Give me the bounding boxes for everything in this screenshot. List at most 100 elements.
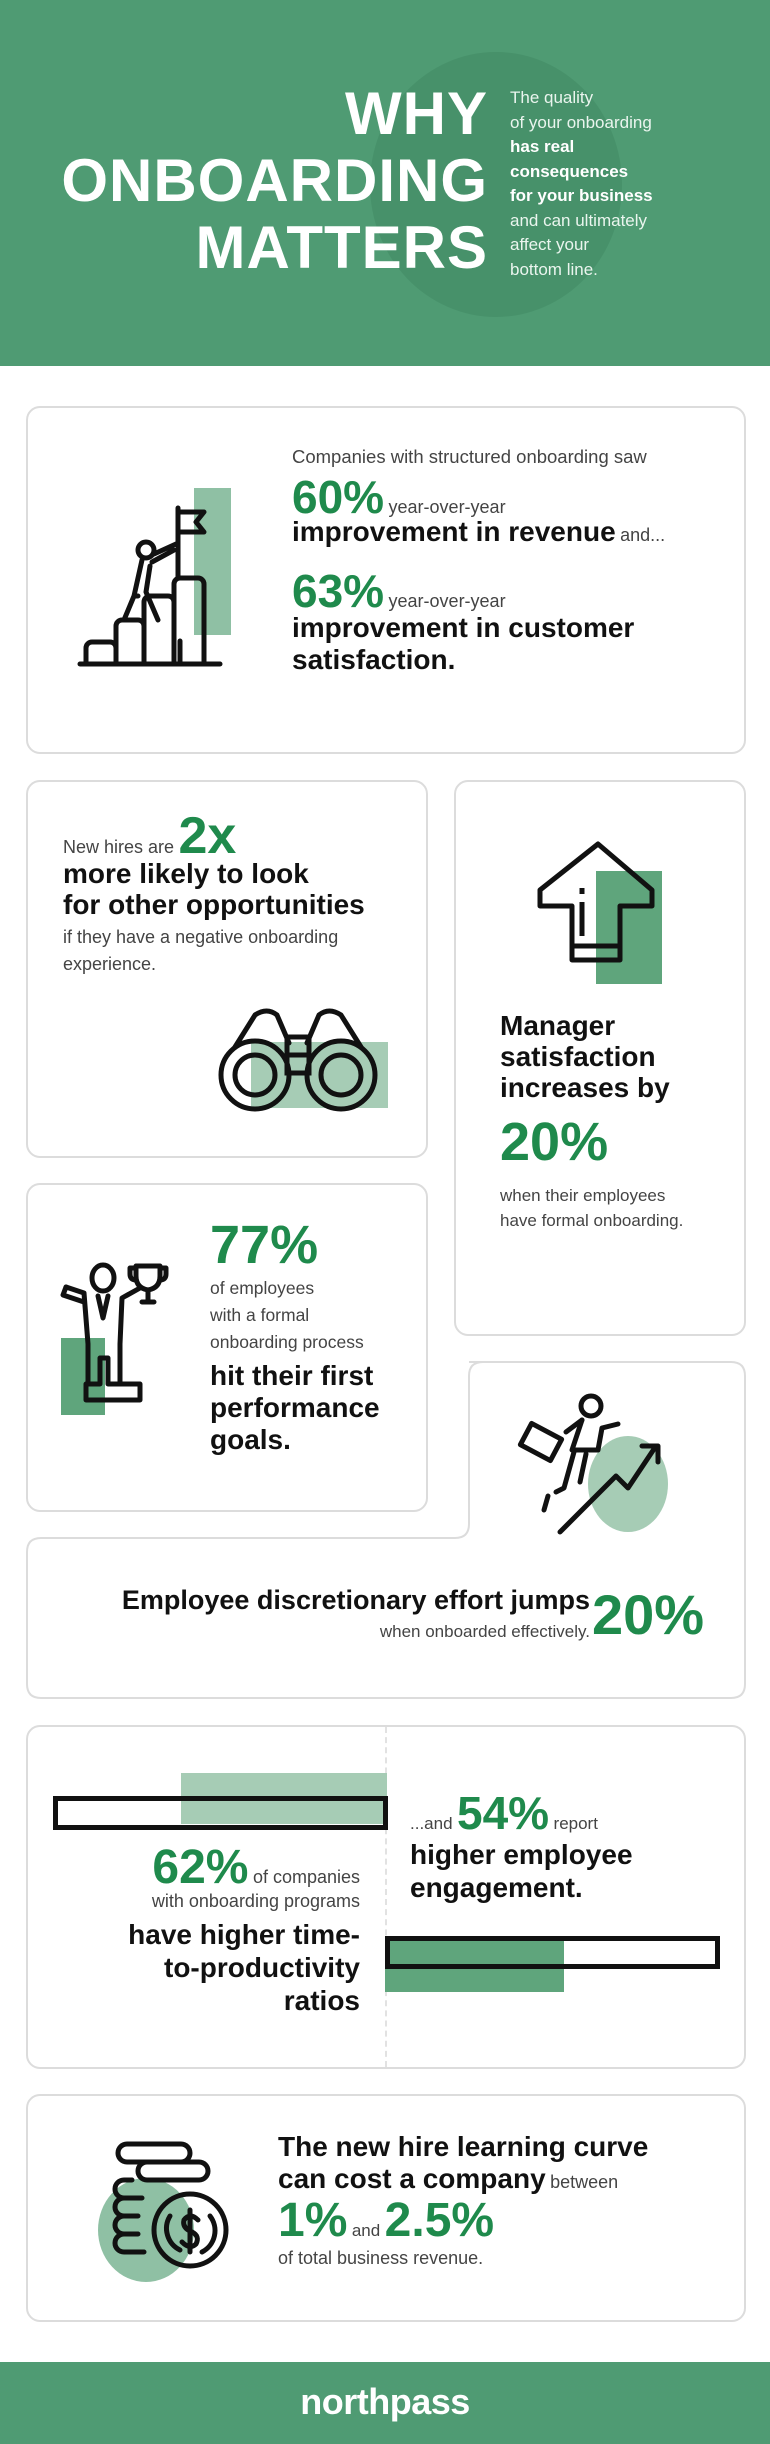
goals-bold-line-2: performance [210,1392,380,1423]
page-title: WHY ONBOARDING MATTERS [61,80,488,281]
effort-detail: when onboarded effectively. [379,1622,590,1641]
satisfaction-stat-suffix: year-over-year [388,591,506,611]
productivity-suffix: of companies [252,1867,360,1887]
satisfaction-stat-line: 63% year-over-year [292,564,732,618]
engagement-bar-outline [385,1936,720,1969]
engagement-value: 54% [457,1787,550,1839]
goals-bold: hit their first performance goals. [210,1360,420,1456]
satisfaction-desc-line-1: improvement in customer [292,612,635,643]
goals-detail: of employees with a formal onboarding pr… [210,1275,420,1356]
manager-detail-line-2: have formal onboarding. [500,1211,684,1230]
intro-line: affect your [510,235,590,254]
new-hires-lead: New hires are [63,837,175,857]
revenue-lead: Companies with structured onboarding saw [292,446,647,467]
revenue-desc: improvement in revenue [292,516,616,547]
intro-line: The quality [510,88,594,107]
new-hires-bold-line-2: for other opportunities [63,889,365,920]
coins-dollar-icon [94,2140,244,2285]
revenue-desc-line: improvement in revenue and... [292,516,732,548]
engagement-bold: higher employee engagement. [410,1838,730,1904]
manager-detail-line-1: when their employees [500,1186,666,1205]
revenue-desc-tail: and... [620,525,666,545]
header-banner: WHY ONBOARDING MATTERS The quality of yo… [0,0,770,366]
cost-and: and [351,2221,381,2240]
cost-bold-line-1: The new hire learning curve [278,2131,649,2162]
engagement-suffix: report [553,1814,598,1833]
cost-text: The new hire learning curve can cost a c… [278,2130,738,2269]
intro-bold: has real [510,137,575,156]
intro-line: and can ultimately [510,210,648,230]
new-hires-bold: more likely to look for other opportunit… [63,858,423,920]
engagement-text: ...and 54% report higher employee engage… [410,1786,730,1904]
engagement-stat-line: ...and 54% report [410,1786,730,1840]
effort-value: 20% [592,1583,705,1646]
productivity-value: 62% [152,1841,249,1894]
goals-bold-line-3: goals. [210,1424,291,1455]
goals-detail-line-1: of employees [210,1278,315,1298]
header-circle-decoration [370,52,622,317]
manager-bold: Manager satisfaction increases by [500,1010,740,1103]
revenue-text: Companies with structured onboarding saw… [292,446,732,676]
engagement-prefix: ...and [410,1814,453,1833]
footer-banner: northpass [0,2362,770,2444]
productivity-stat-line: 62% of companies [60,1840,360,1895]
intro-bold: for your business [510,186,653,205]
engagement-bold-line-1: higher employee [410,1839,633,1870]
manager-bold-line-2: satisfaction [500,1041,656,1072]
new-hires-value: 2x [178,807,237,865]
card-divider [385,1727,387,2067]
productivity-detail: with onboarding programs [151,1891,360,1911]
goals-bold-line-1: hit their first [210,1360,374,1391]
effort-bold: Employee discretionary effort jumps [121,1585,590,1615]
revenue-stat-suffix: year-over-year [388,497,506,517]
manager-bold-line-3: increases by [500,1072,670,1103]
climber-flag-icon [74,486,244,671]
cost-detail: of total business revenue. [278,2248,484,2268]
cost-range: 1% and 2.5% [278,2193,738,2248]
intro-bold: consequences [510,161,629,181]
title-line-1: WHY [345,80,488,147]
goals-detail-line-3: onboarding process [210,1332,364,1352]
trophy-winner-icon [60,1260,175,1425]
productivity-text: 62% of companies with onboarding program… [60,1840,360,2017]
new-hires-detail-line-2: experience. [63,954,157,974]
revenue-stat-line: 60% year-over-year [292,470,732,524]
intro-line: of your onboarding [510,112,652,132]
productivity-bold-line-1: have higher time- [128,1919,360,1950]
cost-between: between [550,2172,619,2192]
productivity-bar [53,1773,388,1830]
cost-bold-line-2-wrap: can cost a company between [278,2163,738,2195]
cost-value-high: 2.5% [384,2194,495,2247]
engagement-bar [385,1936,720,1993]
cost-bold-line-2: can cost a company [278,2163,546,2194]
satisfaction-desc: improvement in customer satisfaction. [292,612,732,676]
new-hires-lead-line: New hires are 2x [63,806,423,866]
productivity-bold: have higher time- to-productivity ratios [60,1918,360,2017]
manager-bold-line-1: Manager [500,1010,616,1041]
satisfaction-stat-value: 63% [292,565,385,617]
new-hires-detail: if they have a negative onboarding exper… [63,924,423,978]
goals-value: 77% [210,1215,319,1275]
title-line-2: ONBOARDING [61,147,488,214]
cost-value-low: 1% [278,2194,348,2247]
new-hires-detail-line-1: if they have a negative onboarding [63,927,339,947]
satisfaction-desc-line-2: satisfaction. [292,644,456,675]
new-hires-text: New hires are 2x more likely to look for… [63,806,423,978]
productivity-bold-line-3: ratios [283,1985,360,2016]
northpass-logo[interactable]: northpass [300,2381,470,2422]
stat-card-effort [26,1361,746,1699]
revenue-stat-value: 60% [292,471,385,523]
manager-detail: when their employees have formal onboard… [500,1183,740,1233]
effort-text: Employee discretionary effort jumps when… [40,1585,590,1642]
productivity-bar-outline [53,1796,388,1830]
productivity-bold-line-2: to-productivity [164,1952,360,1983]
goals-detail-line-2: with a formal [210,1305,310,1325]
manager-value: 20% [500,1112,609,1172]
intro-line: bottom line. [510,259,598,279]
manager-text: Manager satisfaction increases by 20% wh… [500,1010,740,1233]
intro-text: The quality of your onboarding has real … [510,86,710,282]
runner-growth-icon [516,1392,671,1542]
arrow-up-icon [536,840,666,1000]
goals-text: 77% of employees with a formal onboardin… [210,1215,420,1456]
binoculars-icon [215,1005,390,1115]
